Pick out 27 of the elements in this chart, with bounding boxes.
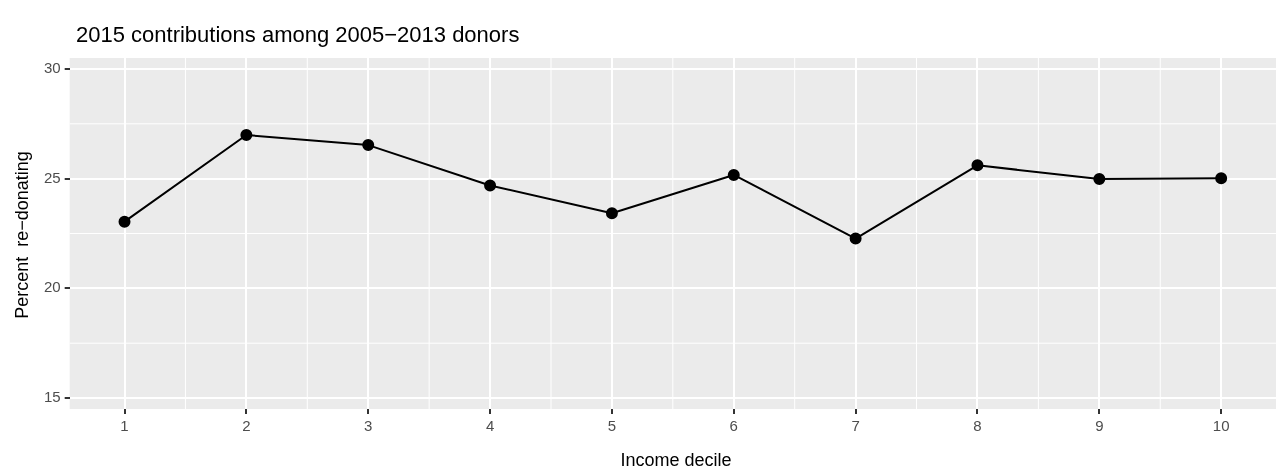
x-tick-label: 2 <box>242 417 251 435</box>
x-tick-label: 6 <box>729 417 738 435</box>
x-tick-label: 4 <box>485 417 495 435</box>
chart-title: 2015 contributions among 2005−2013 donors <box>76 22 520 48</box>
x-tick-label: 1 <box>120 417 129 435</box>
point <box>971 159 984 172</box>
point <box>240 129 253 141</box>
point <box>1215 172 1228 185</box>
point <box>849 232 862 245</box>
y-tick-label: 20 <box>44 278 61 296</box>
point <box>727 168 740 181</box>
point <box>484 179 497 192</box>
y-tick-label: 25 <box>44 168 61 186</box>
y-tick-label: 15 <box>44 388 61 406</box>
x-tick-label: 9 <box>1095 417 1104 435</box>
x-tick-label: 10 <box>1212 417 1230 435</box>
x-tick-label: 5 <box>607 417 617 435</box>
point <box>1093 173 1106 186</box>
point <box>605 207 618 220</box>
x-tick-label: 7 <box>851 417 860 435</box>
point <box>362 139 375 152</box>
x-tick-label: 8 <box>973 417 982 435</box>
point <box>118 215 131 228</box>
x-tick-label: 3 <box>364 417 373 435</box>
y-tick-label: 30 <box>44 59 61 77</box>
y-axis-title: Percent re−donating <box>11 151 33 319</box>
x-axis-title: Income decile <box>619 450 733 471</box>
